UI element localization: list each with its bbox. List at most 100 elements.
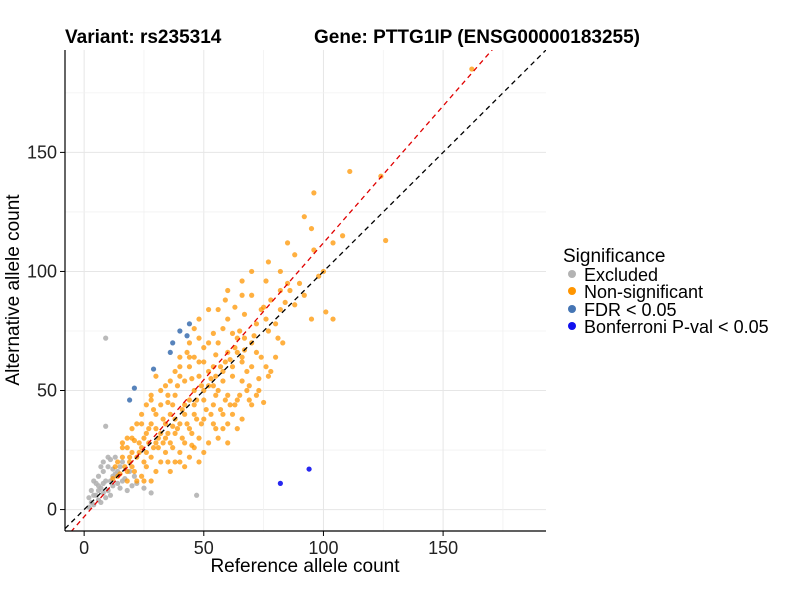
data-point [261,304,267,310]
data-point [201,449,207,456]
data-point [205,440,212,446]
data-point [196,459,202,465]
data-point [167,440,173,446]
data-point [282,299,288,306]
data-point [105,487,111,494]
data-point [170,402,176,408]
data-point [186,426,193,432]
data-point [148,421,154,427]
data-point [150,406,157,413]
data-point [256,376,262,382]
data-point [110,476,116,482]
data-point [196,373,202,379]
data-point [189,430,195,436]
data-point [146,426,152,432]
gene-title: Gene: PTTG1IP (ENSG00000183255) [314,27,640,48]
data-point [225,287,231,294]
data-point [272,354,279,360]
data-point [239,292,245,298]
data-point [134,478,140,484]
data-point [246,383,252,389]
data-point [124,435,130,441]
data-point [210,330,216,336]
data-point [153,426,159,432]
data-point [165,459,171,465]
data-point [124,487,130,494]
data-point [232,304,238,310]
data-point [141,435,147,441]
data-point [162,449,169,456]
data-point [196,435,202,441]
data-point [95,473,102,479]
data-point [184,349,190,356]
reference-lines [65,50,546,531]
data-point [95,487,102,494]
gridlines [65,50,546,531]
x-tick-label: 150 [428,538,458,558]
data-point [112,454,118,460]
data-point [119,445,126,451]
data-point [174,383,181,389]
data-point [203,406,209,413]
data-point [258,354,264,360]
data-point [134,421,140,427]
data-point [229,373,236,379]
data-point [143,402,149,408]
data-point [237,328,243,334]
data-point [100,480,106,486]
data-point [249,292,255,298]
data-point [98,464,104,470]
data-point [158,387,164,394]
legend-item-bonferroni: Bonferroni P-val < 0.05 [568,317,769,337]
data-point [131,437,137,444]
data-point [194,492,200,498]
data-point [184,421,190,427]
data-point [227,402,233,408]
data-point [124,468,130,475]
data-point [253,349,260,356]
data-point [131,468,137,475]
data-point [196,335,202,341]
data-point [208,411,214,417]
data-point [217,364,224,370]
legend-title: Significance [563,246,665,267]
data-point [277,306,283,313]
data-point [112,464,118,470]
data-point [119,440,126,446]
data-point [196,359,202,365]
data-point [158,402,164,408]
data-point [91,492,97,498]
series-excluded [86,335,200,510]
data-point [220,426,226,432]
y-axis-title: Alternative allele count [3,194,24,386]
data-point [316,273,322,279]
data-point [213,352,219,358]
data-point [201,397,207,403]
data-point [86,495,92,501]
data-point [469,66,475,72]
data-point [311,247,317,253]
data-point [150,366,157,372]
legend: Significance Excluded Non-significant FD… [563,246,769,337]
data-point [138,421,145,427]
data-point [107,492,114,498]
data-point [284,240,291,246]
data-point [253,321,260,327]
fit-line [70,50,493,531]
axis-ticks: 0 50 100 150 0 50 100 150 [27,142,458,558]
data-point [172,368,178,375]
data-point [119,454,126,460]
data-point [100,490,106,496]
data-point [138,411,145,417]
data-point [191,354,197,360]
data-point [265,259,272,265]
data-point [186,364,193,370]
data-point [287,287,293,294]
data-point [103,495,109,501]
y-tick-label: 0 [47,500,57,520]
data-point [234,349,240,356]
data-point [91,478,97,484]
data-point [301,214,307,220]
data-point [234,426,240,432]
data-point [268,297,274,303]
